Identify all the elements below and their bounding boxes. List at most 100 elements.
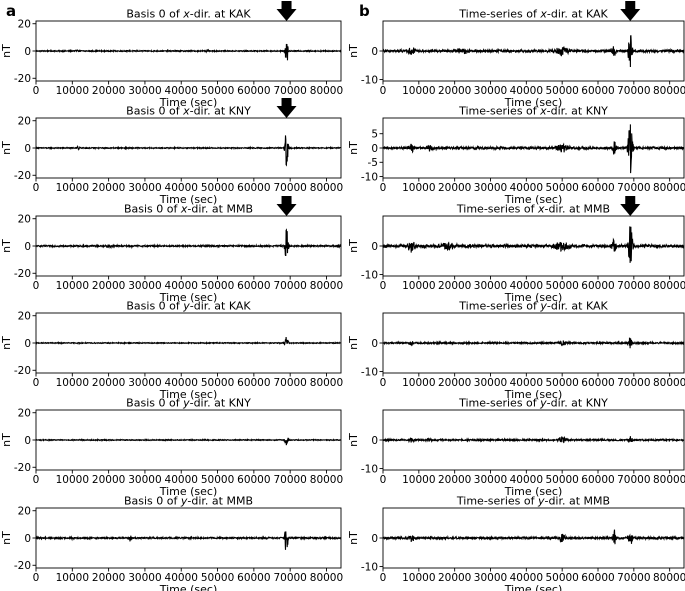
y-tick-label: 0 <box>24 435 31 447</box>
subplot-title: Basis 0 of x-dir. at MMB <box>124 203 253 216</box>
x-axis-label: Time (sec) <box>504 291 563 304</box>
x-tick-label: 70000 <box>273 182 306 194</box>
x-tick-label: 60000 <box>581 280 614 292</box>
x-tick-label: 30000 <box>474 182 507 194</box>
x-tick-label: 40000 <box>165 377 198 389</box>
event-arrow-icon <box>276 1 297 21</box>
y-axis-label: nT <box>0 44 13 58</box>
y-axis-label: nT <box>0 531 13 545</box>
event-arrow-icon <box>276 196 297 216</box>
x-tick-label: 80000 <box>310 572 343 584</box>
x-tick-label: 60000 <box>581 85 614 97</box>
x-tick-label: 20000 <box>438 182 471 194</box>
x-tick-label: 10000 <box>402 572 435 584</box>
x-tick-label: 10000 <box>56 182 89 194</box>
series-line-a6 <box>35 531 342 550</box>
x-tick-label: 80000 <box>310 85 343 97</box>
y-tick-label: -10 <box>361 74 378 86</box>
y-axis-label: nT <box>0 433 13 447</box>
y-tick-label: 0 <box>24 338 31 350</box>
x-tick-label: 60000 <box>581 377 614 389</box>
x-tick-label: 30000 <box>128 182 161 194</box>
y-axis-label: nT <box>347 336 360 350</box>
x-tick-label: 10000 <box>56 280 89 292</box>
y-tick-label: 20 <box>18 116 31 128</box>
subplot-a4: 0 10000 20000 30000 40000 50000 60000 70000 8000… <box>0 300 343 402</box>
x-tick-label: 60000 <box>581 572 614 584</box>
y-tick-label: -20 <box>14 73 31 85</box>
x-tick-label: 30000 <box>474 474 507 486</box>
x-tick-label: 10000 <box>402 85 435 97</box>
x-tick-label: 30000 <box>474 280 507 292</box>
subplot-title: Time-series of x-dir. at MMB <box>456 203 610 216</box>
x-tick-label: 50000 <box>545 280 578 292</box>
x-tick-label: 60000 <box>237 182 270 194</box>
y-tick-label: 0 <box>24 46 31 58</box>
y-tick-label: -10 <box>361 366 378 378</box>
x-tick-label: 60000 <box>581 182 614 194</box>
x-tick-label: 20000 <box>438 572 471 584</box>
x-tick-label: 20000 <box>92 474 125 486</box>
subplot-title: Basis 0 of x-dir. at KNY <box>126 105 251 118</box>
y-tick-label: 0 <box>371 533 378 545</box>
x-tick-label: 40000 <box>510 280 543 292</box>
series-line-a2 <box>35 135 342 167</box>
x-tick-label: 80000 <box>653 474 685 486</box>
subplot-a3: 0 10000 20000 30000 40000 50000 60000 70000 8000… <box>0 196 343 304</box>
x-tick-label: 80000 <box>653 377 685 389</box>
x-tick-label: 0 <box>33 377 40 389</box>
subplot-title: Basis 0 of x-dir. at KAK <box>126 8 251 21</box>
subplot-title: Time-series of x-dir. at KNY <box>458 105 608 118</box>
x-tick-label: 70000 <box>273 85 306 97</box>
x-axis-label: Time (sec) <box>159 583 218 591</box>
y-tick-label: 20 <box>18 214 31 226</box>
x-tick-label: 70000 <box>273 280 306 292</box>
x-tick-label: 50000 <box>545 377 578 389</box>
x-tick-label: 40000 <box>510 474 543 486</box>
x-tick-label: 30000 <box>128 572 161 584</box>
x-tick-label: 80000 <box>653 182 685 194</box>
y-tick-label: -20 <box>14 462 31 474</box>
subplot-b5: 0 10000 20000 30000 40000 50000 60000 70000 8000… <box>347 397 685 499</box>
x-tick-label: 10000 <box>402 182 435 194</box>
x-tick-label: 0 <box>380 377 387 389</box>
series-line-b6 <box>382 529 685 545</box>
y-tick-label: 0 <box>371 143 378 155</box>
x-tick-label: 40000 <box>510 572 543 584</box>
series-line-b4 <box>382 337 685 349</box>
x-axis-label: Time (sec) <box>504 388 563 401</box>
x-tick-label: 50000 <box>201 280 234 292</box>
x-tick-label: 0 <box>33 182 40 194</box>
y-tick-label: 0 <box>24 143 31 155</box>
y-tick-label: 0 <box>24 533 31 545</box>
x-tick-label: 10000 <box>56 474 89 486</box>
x-tick-label: 20000 <box>438 474 471 486</box>
y-tick-label: 20 <box>18 311 31 323</box>
y-tick-label: 0 <box>371 338 378 350</box>
x-tick-label: 40000 <box>165 280 198 292</box>
subplot-title: Basis 0 of y-dir. at KAK <box>126 300 251 313</box>
x-tick-label: 0 <box>33 474 40 486</box>
y-tick-label: 0 <box>371 241 378 253</box>
x-tick-label: 60000 <box>237 280 270 292</box>
x-tick-label: 20000 <box>92 572 125 584</box>
x-tick-label: 30000 <box>128 377 161 389</box>
x-tick-label: 80000 <box>310 280 343 292</box>
x-tick-label: 50000 <box>201 377 234 389</box>
x-tick-label: 80000 <box>653 280 685 292</box>
x-tick-label: 30000 <box>474 377 507 389</box>
x-axis-label: Time (sec) <box>504 96 563 109</box>
series-line-b3 <box>382 226 685 263</box>
x-tick-label: 0 <box>380 572 387 584</box>
x-tick-label: 80000 <box>653 85 685 97</box>
subplot-title: Time-series of y-dir. at KNY <box>458 397 608 410</box>
panel-letter-a: a <box>6 2 17 20</box>
x-tick-label: 50000 <box>545 474 578 486</box>
y-tick-label: 20 <box>18 408 31 420</box>
x-axis-label: Time (sec) <box>159 193 218 206</box>
x-axis-label: Time (sec) <box>159 388 218 401</box>
x-tick-label: 50000 <box>545 85 578 97</box>
x-tick-label: 50000 <box>201 572 234 584</box>
x-tick-label: 10000 <box>56 377 89 389</box>
